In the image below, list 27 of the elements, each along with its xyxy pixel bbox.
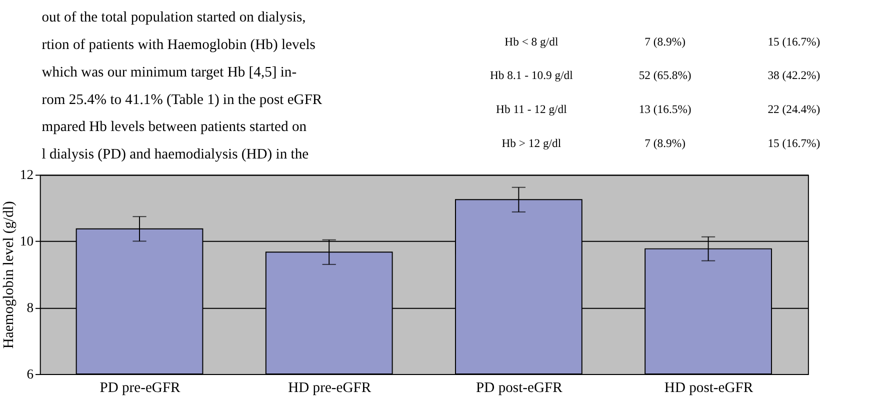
text: mpared Hb levels between patients started on (42, 119, 308, 136)
y-tick-label: 12 (20, 167, 34, 182)
text: 15 (16.7%) (768, 35, 820, 48)
y-tick-label: 10 (20, 234, 34, 249)
text: Hb > 12 g/dl (502, 137, 562, 150)
text: 7 (8.9%) (644, 137, 686, 150)
text: 52 (65.8%) (638, 69, 692, 82)
text: Hb 8.1 - 10.9 g/dl (490, 69, 573, 82)
y-tick-label: 8 (26, 300, 34, 315)
text: 13 (16.5%) (638, 103, 692, 116)
y-axis-title: Haemoglobin level (g/dl) (1, 201, 18, 349)
text: 7 (8.9%) (644, 35, 686, 48)
x-tick-label: PD post-eGFR (476, 380, 563, 396)
x-tick-label: PD pre-eGFR (100, 380, 181, 396)
y-tick-label: 6 (26, 366, 34, 382)
x-tick-label: HD pre-eGFR (288, 380, 372, 396)
text: out of the total population started on dialysis, (42, 10, 306, 26)
text: 38 (42.2%) (768, 69, 820, 82)
text: l dialysis (PD) and haemodialysis (HD) in the (42, 146, 309, 162)
text: Hb 11 - 12 g/dl (496, 103, 567, 116)
text: which was our minimum target Hb [4,5] in- (42, 64, 297, 80)
text: rtion of patients with Haemoglobin (Hb) levels (42, 37, 316, 54)
text: rom 25.4% to 41.1% (Table 1) in the post eGFR (42, 92, 322, 108)
text: 22 (24.4%) (768, 103, 820, 116)
text: 15 (16.7%) (768, 137, 820, 150)
text: Hb < 8 g/dl (504, 35, 558, 48)
x-tick-label: HD post-eGFR (664, 380, 754, 396)
